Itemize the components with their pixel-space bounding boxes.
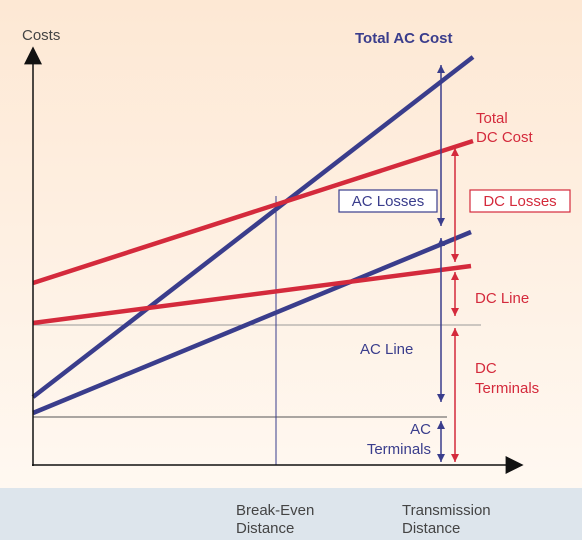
total-dc-cost-line xyxy=(32,138,474,286)
label: AC Line xyxy=(360,341,413,358)
ac-line xyxy=(32,229,472,416)
y-axis-label: Costs xyxy=(22,27,60,44)
label: AC Terminals xyxy=(367,421,431,458)
label: Total DC Cost xyxy=(476,110,534,146)
label-line: AC xyxy=(410,421,431,438)
label-line: Total xyxy=(476,110,508,127)
label-line: Terminals xyxy=(367,441,431,458)
label-line: Transmission xyxy=(402,502,491,519)
label-line: Distance xyxy=(402,520,460,537)
chart-background xyxy=(0,0,582,488)
label: DC Terminals xyxy=(475,360,539,397)
label-line: Distance xyxy=(236,520,294,537)
label-line: DC Cost xyxy=(476,129,534,146)
label-box xyxy=(469,189,571,213)
footer-band xyxy=(0,488,582,540)
label: AC Losses xyxy=(352,193,425,210)
total-ac-cost-line xyxy=(31,55,475,399)
label-line: Break-Even xyxy=(236,502,314,519)
x-label: Transmission Distance xyxy=(402,502,491,537)
x-label: Break-Even Distance xyxy=(236,502,314,537)
label-line: Terminals xyxy=(475,380,539,397)
dc-line xyxy=(32,263,472,326)
label: DC Losses xyxy=(483,193,556,210)
label: DC Line xyxy=(475,290,529,307)
label-box xyxy=(338,189,438,213)
label: Total AC Cost xyxy=(355,30,453,47)
label-line: DC xyxy=(475,360,497,377)
